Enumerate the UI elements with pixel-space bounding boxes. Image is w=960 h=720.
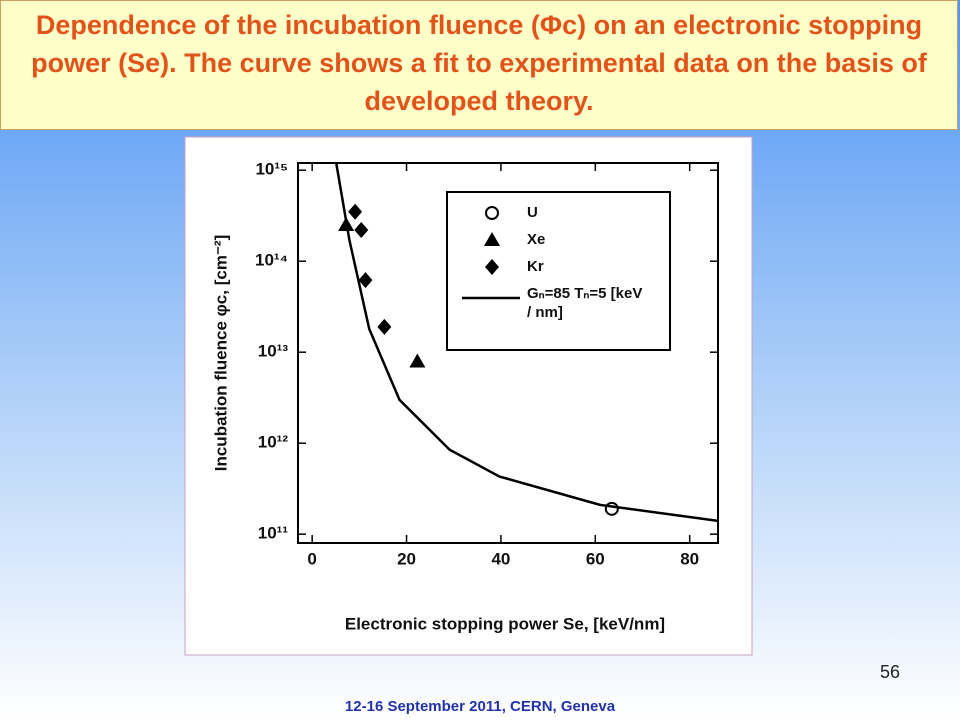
y-tick-label: 10¹²	[258, 433, 289, 452]
legend-label: Xe	[527, 231, 546, 248]
x-axis-label: Electronic stopping power Se, [keV/nm]	[345, 614, 665, 633]
legend-entry: U	[527, 204, 538, 221]
point	[377, 318, 392, 335]
legend-label: Kr	[527, 258, 544, 275]
y-tick-label: 10¹¹	[258, 524, 289, 543]
x-tick-label: 60	[586, 549, 605, 568]
x-tick-label: 40	[491, 549, 510, 568]
point	[358, 272, 373, 289]
x-tick-label: 0	[307, 549, 316, 568]
y-tick-label: 10¹⁴	[255, 251, 288, 270]
plot-area	[297, 162, 719, 544]
x-tick-label: 20	[397, 549, 416, 568]
legend-label: Gₙ=85 Tₙ=5 [keV / nm]	[527, 285, 643, 321]
legend-label: U	[527, 204, 538, 221]
point	[348, 203, 363, 220]
legend-swatch	[485, 259, 499, 275]
legend-entry: Xe	[527, 231, 546, 248]
chart-frame	[184, 136, 753, 656]
y-axis-label: Incubation fluence φc, [cm⁻²]	[211, 235, 230, 472]
y-tick-label: 10¹⁵	[255, 160, 288, 179]
legend-box	[446, 191, 671, 351]
legend-swatch	[484, 232, 500, 246]
fit-curve	[334, 162, 719, 523]
point	[409, 353, 426, 368]
legend-swatch	[485, 206, 499, 220]
legend-entry: Kr	[527, 258, 544, 275]
slide-title: Dependence of the incubation fluence (Φc…	[0, 0, 958, 130]
x-tick-label: 80	[680, 549, 699, 568]
point	[354, 222, 369, 239]
y-tick-label: 10¹³	[258, 342, 289, 361]
footer: 12-16 September 2011, CERN, Geneva	[344, 698, 616, 715]
page-number: 56	[880, 662, 901, 682]
point	[604, 501, 619, 516]
legend-entry: Gₙ=85 Tₙ=5 [keV / nm]	[527, 285, 643, 321]
